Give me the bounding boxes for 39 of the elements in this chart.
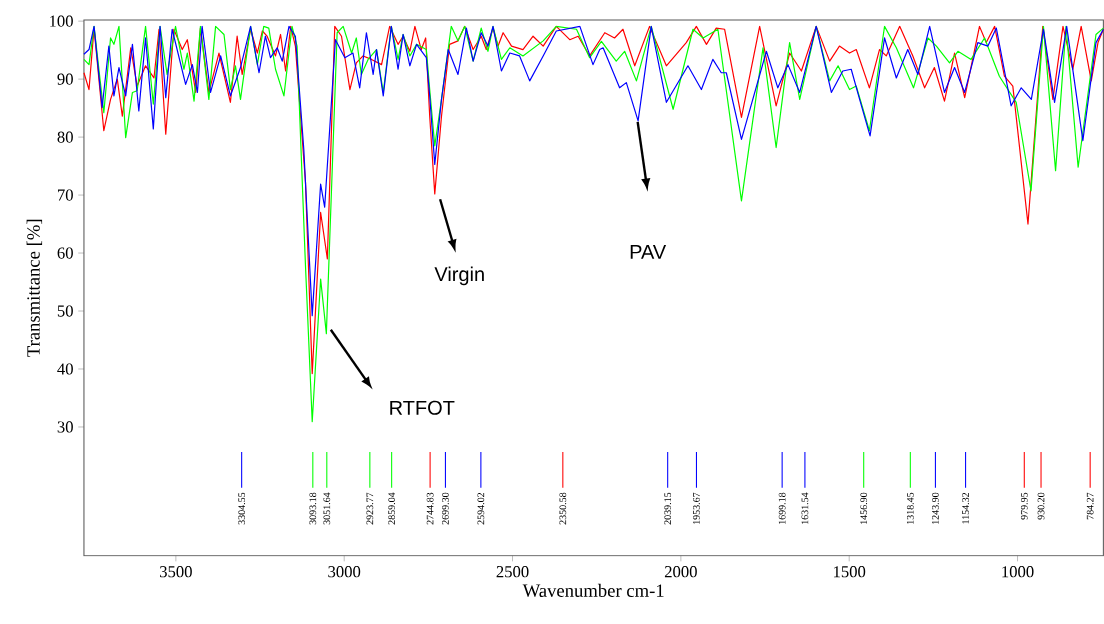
y-tick-label: 40 [57, 363, 73, 375]
y-tick-label: 100 [50, 15, 73, 27]
annotation: RTFOT [390, 400, 455, 415]
ref-line-label: 930.20 [1037, 492, 1045, 520]
ref-line-label: 1953.67 [693, 492, 700, 525]
ref-line-label: 2350.58 [559, 492, 567, 525]
x-tick-label: 2500 [496, 566, 529, 578]
ref-line-label: 1318.45 [906, 492, 914, 525]
x-tick-label: 3500 [160, 566, 192, 578]
ref-line-label: 784.27 [1086, 492, 1094, 520]
annotation: Virgin [434, 266, 484, 286]
x-axis-title: Wavenumber cm-1 [522, 583, 664, 598]
ref-line-label: 3051.64 [323, 492, 331, 525]
ref-line-label: 2594.02 [477, 493, 485, 525]
x-tick-label: 3000 [328, 566, 361, 578]
y-tick-label: 70 [58, 189, 73, 201]
ref-line-label: 979.95 [1020, 492, 1028, 520]
ref-line-label: 2923.77 [366, 492, 374, 525]
x-tick-label: 2000 [664, 566, 697, 578]
ref-line-label: 1699.18 [778, 492, 786, 525]
y-axis-title: Transmittance [%] [26, 220, 43, 358]
y-tick-label: 60 [57, 247, 73, 259]
y-tick-label: 30 [57, 421, 73, 433]
y-tick-label: 50 [57, 305, 73, 317]
y-tick-label: 80 [57, 131, 73, 143]
ref-line-label: 2699.30 [442, 492, 449, 525]
ref-line-label: 2859.04 [388, 492, 396, 525]
ref-line-label: 3093.18 [309, 492, 317, 525]
ref-line-label: 1456.90 [860, 492, 868, 525]
ref-line-label: 1243.90 [932, 492, 939, 525]
ref-line-label: 2744.83 [426, 492, 434, 525]
x-tick-label: 1000 [1002, 566, 1034, 578]
x-tick-label: 1500 [834, 566, 866, 578]
ref-line-label: 3304.55 [238, 492, 246, 525]
ref-line-label: 1631.54 [801, 492, 809, 525]
ref-line-label: 2039.15 [664, 492, 672, 525]
annotation: PAV [630, 245, 667, 259]
y-tick-label: 90 [57, 73, 73, 85]
ref-line-label: 1154.32 [962, 493, 969, 524]
